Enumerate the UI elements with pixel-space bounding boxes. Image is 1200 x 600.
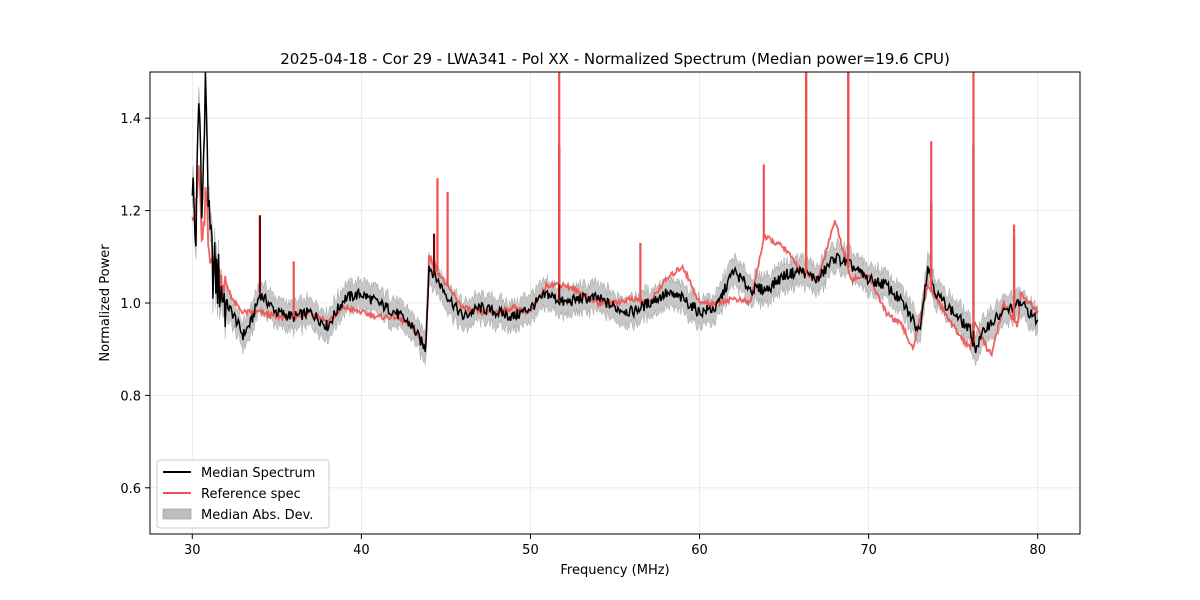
x-tick-label-80: 80 [1029,543,1046,558]
y-tick-label-1.0: 1.0 [120,297,141,312]
legend-label-2: Median Abs. Dev. [201,508,313,523]
x-tick-label-60: 60 [691,543,708,558]
legend-label-0: Median Spectrum [201,466,315,481]
legend-box [156,459,330,529]
x-axis-label: Frequency (MHz) [560,563,669,578]
series-line-median-spectrum [191,71,1039,354]
y-tick-label-0.8: 0.8 [120,389,141,404]
legend: Median Spectrum Reference spec Median Abs.… [156,459,330,529]
chart-title: 2025-04-18 - Cor 29 - LWA341 - Pol XX - … [280,50,950,68]
y-tick-label-0.6: 0.6 [120,482,141,497]
x-tick-label-40: 40 [353,543,370,558]
x-tick-label-70: 70 [860,543,877,558]
x-tick-label-50: 50 [522,543,539,558]
y-axis-label: Normalized Power [98,244,113,362]
axes: 30 40 50 60 70 80 0.6 0.8 1.0 1.2 1.4 [120,71,1081,558]
y-tick-label-1.2: 1.2 [120,205,141,220]
y-tick-label-1.4: 1.4 [120,112,141,127]
legend-label-1: Reference spec [201,487,301,502]
x-tick-label-30: 30 [184,543,201,558]
legend-swatch-mad [162,508,192,520]
series-lines [191,71,1039,358]
